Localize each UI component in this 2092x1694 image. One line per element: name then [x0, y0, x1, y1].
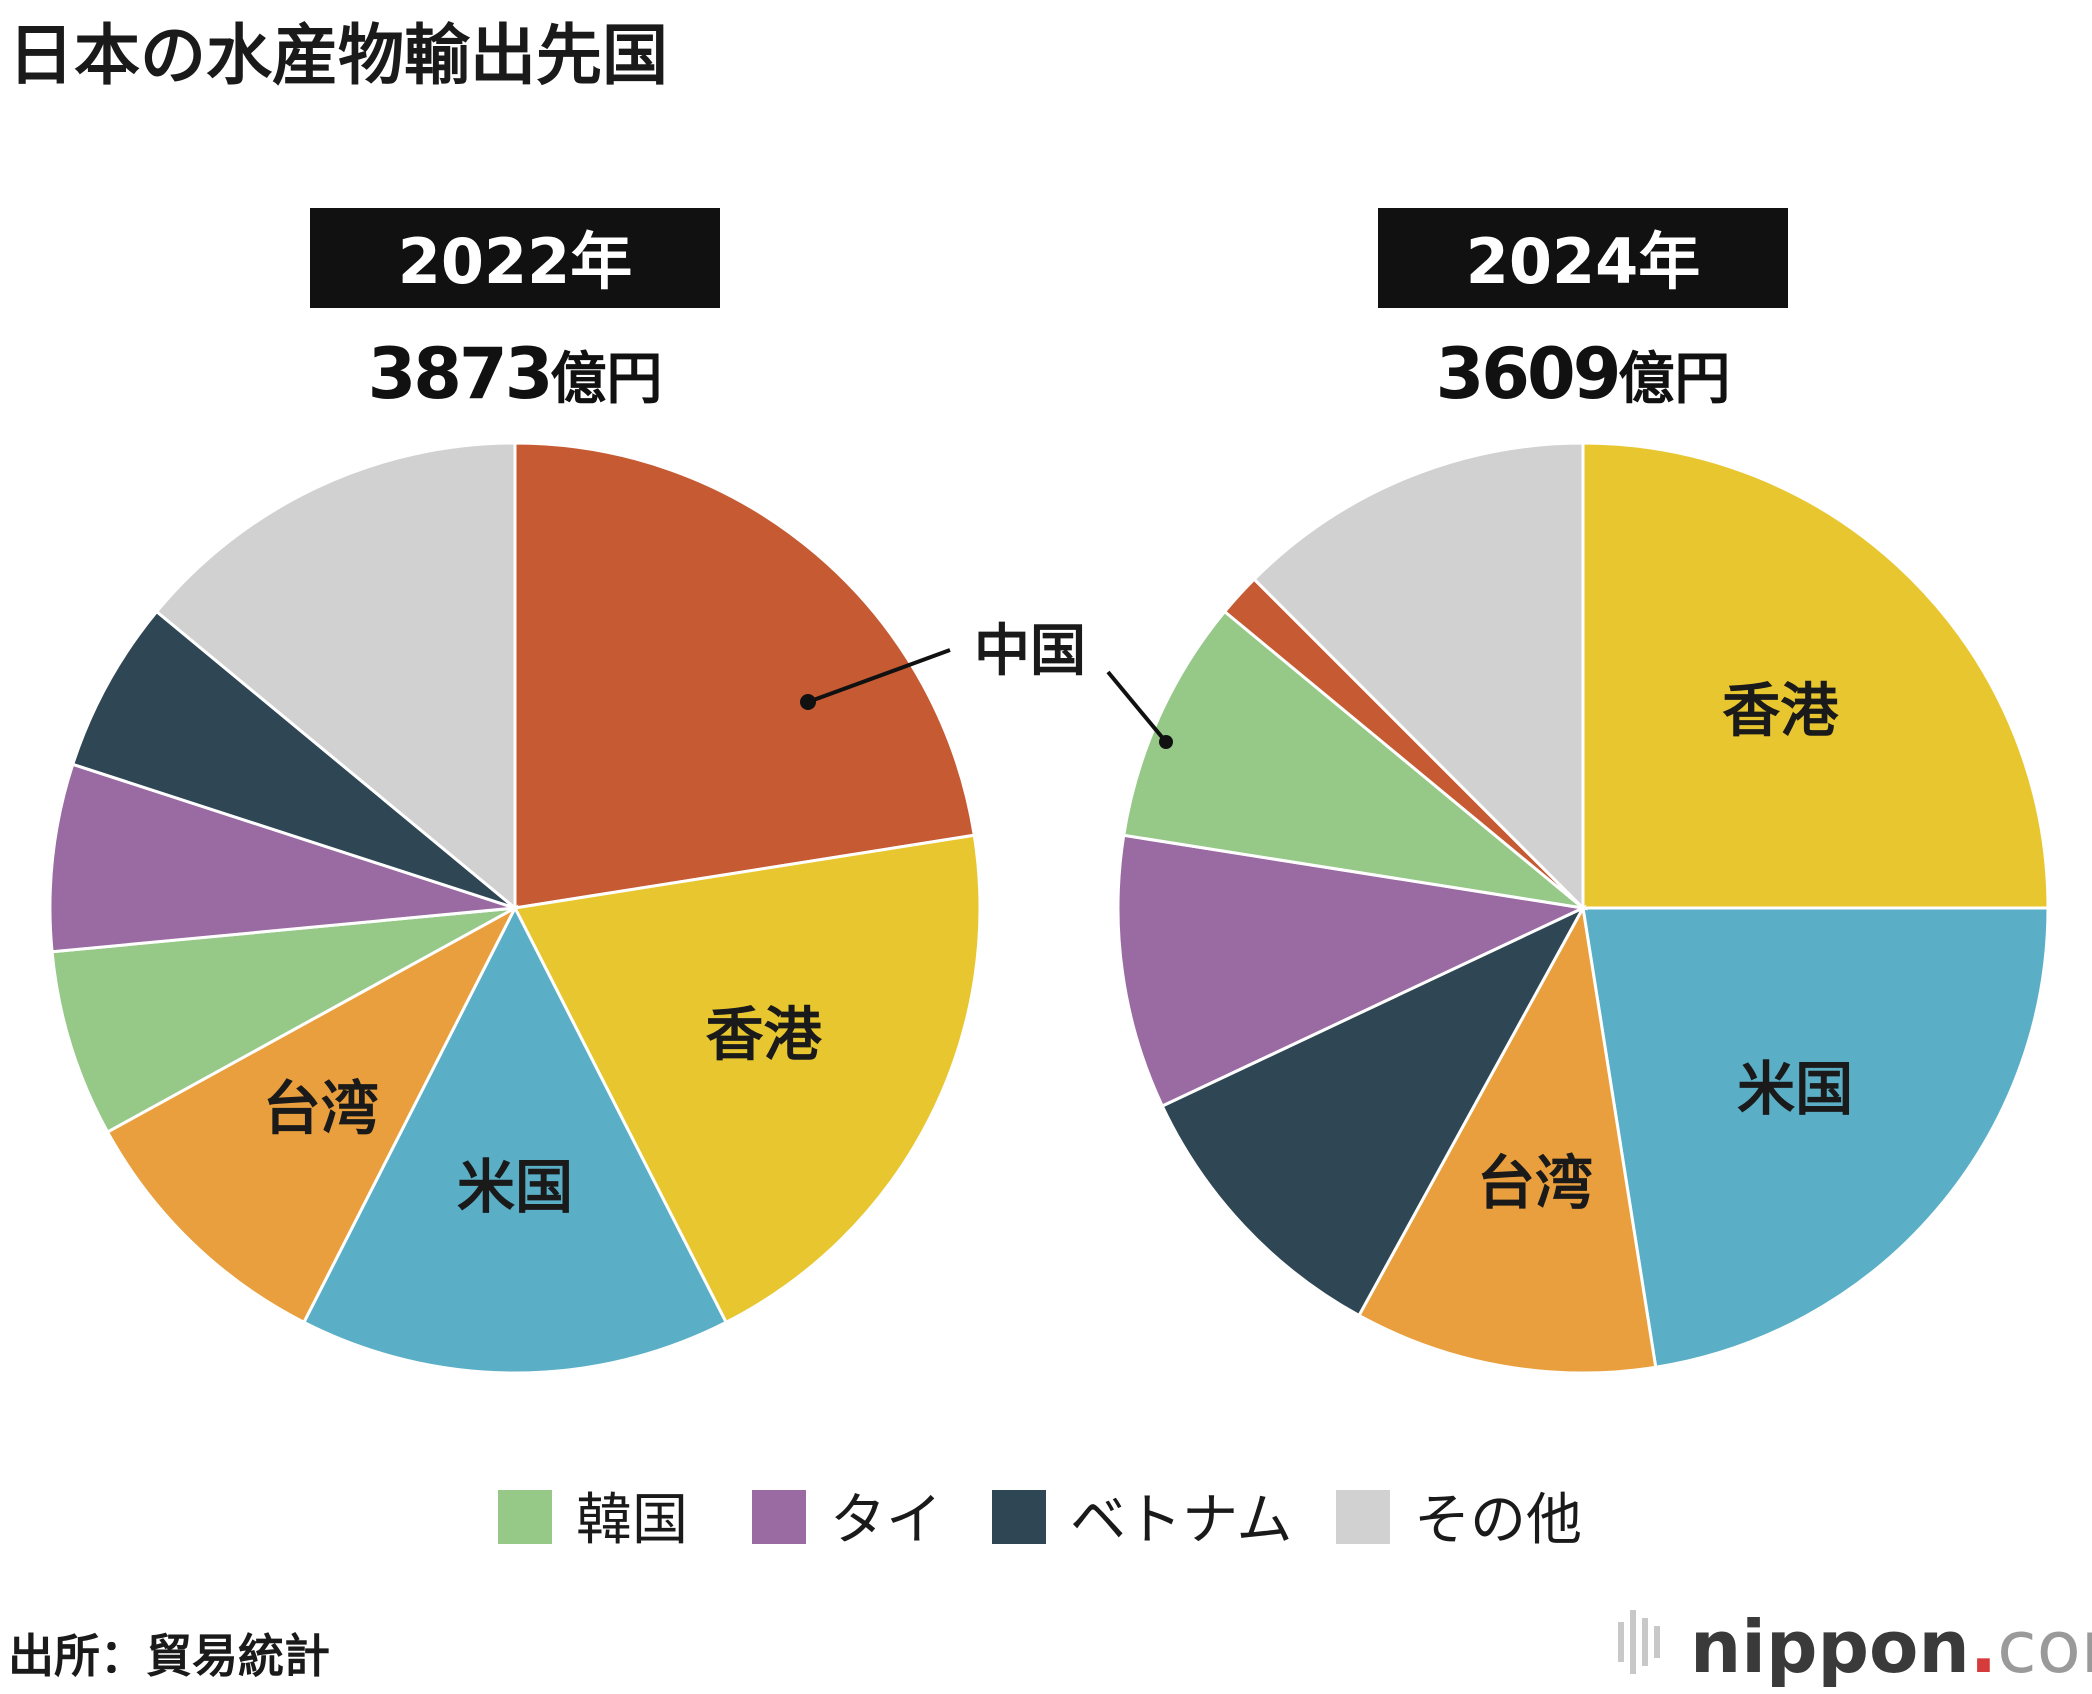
pie-slice-other-2022 — [154, 441, 517, 912]
year-label-2022: 2022年 — [398, 225, 633, 298]
chart-title: 日本の水産物輸出先国 — [8, 17, 668, 94]
pie-slice-korea-2024 — [1122, 609, 1589, 911]
legend: 韓国 タイ ベトナム その他 — [498, 1488, 1582, 1553]
nippon-logo: nippon.com — [1618, 1605, 2092, 1689]
total-unit-2024: 億円 — [1618, 347, 1730, 412]
callout-dot-china-2022 — [800, 694, 816, 710]
pie-slice-vietnam-2024 — [1160, 904, 1587, 1318]
pie-slice-vietnam-2022 — [70, 609, 516, 910]
pie-slice-taiwan-2024 — [1356, 903, 1658, 1375]
slice-label-taiwan-2024: 台湾 — [1477, 1149, 1593, 1217]
slice-label-usa-2022: 米国 — [457, 1153, 573, 1221]
pie-slice-korea-2022 — [50, 906, 516, 1135]
slice-label-hongkong-2022: 香港 — [706, 1001, 823, 1069]
pie-slice-hongkong-2024 — [1581, 441, 2050, 910]
pie-slice-usa-2024 — [1581, 906, 2050, 1369]
total-2022: 3873億円 — [368, 333, 663, 415]
slice-label-hongkong-2024: 香港 — [1722, 677, 1839, 745]
legend-swatch-vietnam — [992, 1490, 1046, 1544]
pie-slice-china-2022 — [513, 441, 976, 910]
legend-swatch-other — [1336, 1490, 1390, 1544]
pie-slice-thailand-2022 — [48, 762, 516, 954]
legend-label-thailand: タイ — [830, 1488, 942, 1553]
pie-slice-usa-2022 — [301, 904, 729, 1375]
pie-slice-hongkong-2022 — [512, 833, 982, 1325]
total-value-2022: 3873 — [368, 333, 551, 415]
year-box-2024 — [1378, 208, 1788, 308]
logo-dot: . — [1970, 1605, 1997, 1689]
total-2024: 3609億円 — [1436, 333, 1731, 415]
pie-slice-taiwan-2022 — [105, 904, 519, 1325]
legend-label-korea: 韓国 — [576, 1488, 688, 1553]
callout-line-china-2024 — [1106, 670, 1168, 744]
callout-label-china: 中国 — [974, 619, 1086, 684]
slice-label-usa-2024: 米国 — [1737, 1055, 1853, 1123]
pie-slice-other-2024 — [1252, 441, 1585, 912]
total-unit-2022: 億円 — [550, 347, 662, 412]
slice-label-taiwan-2022: 台湾 — [263, 1074, 379, 1142]
legend-swatch-korea — [498, 1490, 552, 1544]
callout-line-china-2022 — [807, 648, 951, 704]
year-box-2022 — [310, 208, 720, 308]
logo-text: nippon.com — [1690, 1605, 2092, 1689]
logo-name: nippon — [1690, 1605, 1970, 1689]
callout-dot-china-2024 — [1159, 735, 1173, 749]
pie-slice-thailand-2024 — [1116, 833, 1589, 1108]
legend-label-vietnam: ベトナム — [1070, 1488, 1292, 1553]
legend-swatch-thailand — [752, 1490, 806, 1544]
total-value-2024: 3609 — [1436, 333, 1619, 415]
year-label-2024: 2024年 — [1466, 225, 1701, 298]
legend-label-other: その他 — [1414, 1488, 1582, 1553]
source-note: 出所：貿易統計 — [8, 1629, 330, 1683]
logo-tld: com — [1997, 1605, 2092, 1689]
